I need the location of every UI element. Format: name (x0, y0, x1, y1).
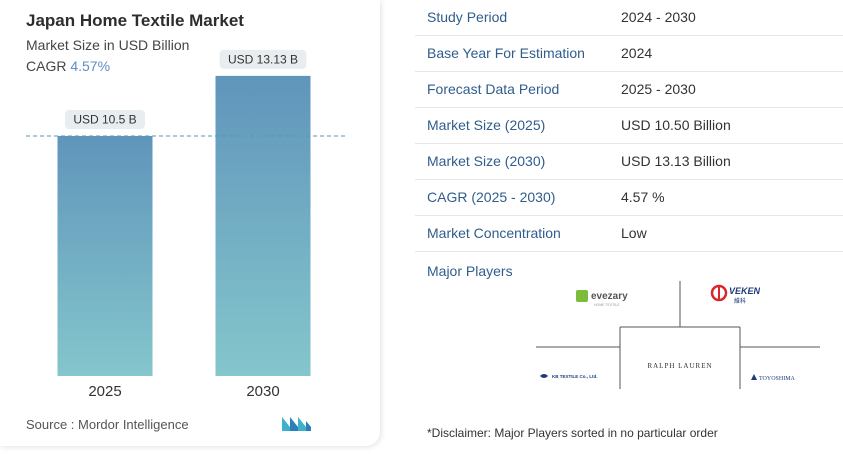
x-tick-label: 2025 (88, 383, 121, 400)
x-tick-label: 2030 (246, 383, 279, 400)
toyoshima-text: TOYOSHIMA (759, 376, 796, 382)
cagr-value: 4.57% (70, 58, 111, 74)
disclaimer-note: *Disclaimer: Major Players sorted in no … (427, 426, 718, 440)
row-label: Study Period (427, 9, 508, 25)
evezary-text: evezary (591, 291, 628, 302)
row-value: Low (621, 225, 647, 241)
data-label: USD 13.13 B (228, 52, 298, 66)
bar-chart: USD 10.5 B 2025 USD 13.13 B 2030 (26, 49, 345, 400)
cagr-line: CAGR 4.57% (26, 58, 110, 74)
evezary-sub: HOME TEXTILE (594, 303, 620, 307)
chart-subtitle: Market Size in USD Billion (26, 37, 190, 53)
kb-textile-text: KB TEXTILE Co., Ltd. (552, 374, 598, 379)
row-value: USD 10.50 Billion (621, 117, 731, 133)
data-label-bg (65, 110, 145, 129)
chart-card: Japan Home Textile Market Market Size in… (0, 0, 380, 446)
kb-textile-logo: KB TEXTILE Co., Ltd. (540, 374, 598, 379)
toyoshima-logo: TOYOSHIMA (751, 374, 796, 382)
evezary-mark-icon (576, 290, 588, 302)
row-value: 4.57 % (621, 189, 665, 205)
bar-2025 (57, 136, 153, 376)
summary-table: Study Period 2024 - 2030 Base Year For E… (415, 0, 843, 252)
major-players-title: Major Players (427, 263, 513, 279)
data-label: USD 10.5 B (73, 113, 136, 127)
row-label: Market Size (2030) (427, 153, 546, 169)
table-row: Market Size (2030) USD 13.13 Billion (415, 144, 843, 180)
source-note: Source : Mordor Intelligence (26, 417, 189, 432)
row-label: Market Concentration (427, 225, 561, 241)
kb-textile-mark-icon (540, 374, 548, 378)
row-label: Forecast Data Period (427, 81, 560, 97)
bar-2030 (215, 75, 311, 376)
veken-logo: VEKEN 維科 (710, 284, 761, 305)
toyoshima-mark-icon (751, 374, 757, 380)
major-players-grid: evezary HOME TEXTILE VEKEN 維科 RALPH LAUR… (536, 281, 820, 389)
table-row: Market Concentration Low (415, 216, 843, 252)
row-label: CAGR (2025 - 2030) (427, 189, 556, 205)
row-value: 2024 - 2030 (621, 9, 696, 25)
data-label-bg (219, 49, 307, 69)
ralph-lauren-text: RALPH LAUREN (647, 362, 712, 370)
row-value: 2024 (621, 45, 653, 61)
table-row: Base Year For Estimation 2024 (415, 36, 843, 72)
table-row: Study Period 2024 - 2030 (415, 0, 843, 36)
ralph-lauren-logo: RALPH LAUREN (647, 362, 712, 370)
cagr-label: CAGR (26, 58, 67, 74)
mordor-logo-icon (282, 417, 311, 431)
row-value: 2025 - 2030 (621, 81, 696, 97)
table-row: CAGR (2025 - 2030) 4.57 % (415, 180, 843, 216)
row-label: Market Size (2025) (427, 117, 546, 133)
evezary-logo: evezary HOME TEXTILE (576, 290, 628, 307)
chart-title: Japan Home Textile Market (26, 11, 244, 30)
table-row: Forecast Data Period 2025 - 2030 (415, 72, 843, 108)
row-label: Base Year For Estimation (427, 45, 585, 61)
veken-sub: 維科 (734, 297, 746, 305)
veken-text: VEKEN (729, 286, 761, 296)
row-value: USD 13.13 Billion (621, 153, 731, 169)
table-row: Market Size (2025) USD 10.50 Billion (415, 108, 843, 144)
